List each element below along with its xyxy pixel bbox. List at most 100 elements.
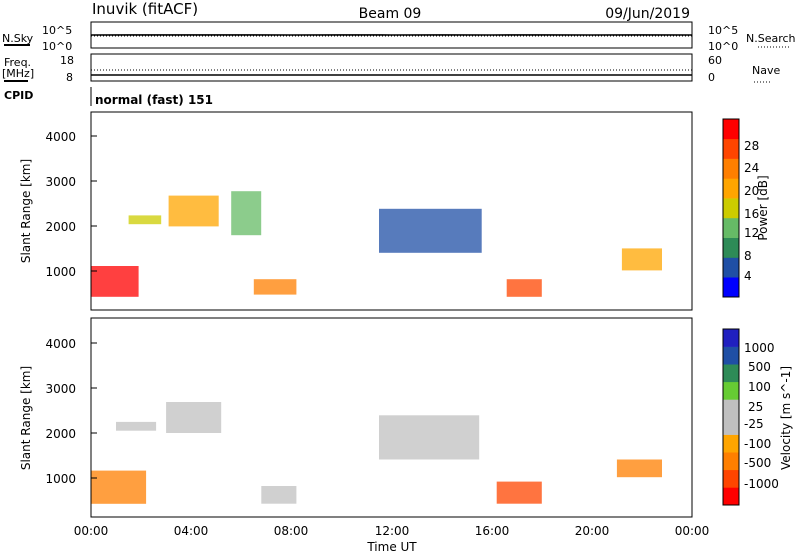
power-cbar-tick-12: 12 — [744, 226, 759, 240]
echo-cluster — [379, 208, 482, 253]
power-cbar-tick-28: 28 — [744, 139, 759, 153]
svg-text:12:00: 12:00 — [375, 524, 410, 538]
svg-text:1000: 1000 — [45, 265, 76, 279]
echo-cluster — [379, 415, 480, 460]
colorbar-swatch — [723, 237, 739, 258]
vel-cbar-tick-minus25: -25 — [744, 417, 764, 431]
echo-cluster — [91, 266, 139, 297]
velocity-cbar-label: Velocity [m s^-1] — [779, 366, 793, 470]
power-panel — [90, 111, 693, 311]
echo-cluster — [261, 486, 297, 504]
power-ytick-4000: 4000 — [45, 130, 97, 144]
vel-cbar-tick-100: 100 — [748, 380, 771, 394]
velocity-ytick-4000: 4000 — [45, 337, 97, 351]
svg-text:20:00: 20:00 — [575, 524, 610, 538]
power-cbar-label: Power [dB] — [756, 175, 770, 240]
echo-cluster — [496, 481, 542, 504]
colorbar-swatch — [723, 452, 739, 471]
svg-text:4000: 4000 — [45, 337, 76, 351]
vel-cbar-tick-minus1000: -1000 — [744, 477, 779, 491]
echo-cluster — [506, 279, 542, 297]
svg-text:4000: 4000 — [45, 130, 76, 144]
svg-text:1000: 1000 — [45, 472, 76, 486]
colorbar-swatch — [723, 198, 739, 219]
station-title: Inuvik (fitACF) — [92, 0, 198, 18]
power-ytick-3000: 3000 — [45, 175, 97, 189]
power-cbar-tick-16: 16 — [744, 207, 759, 221]
echo-cluster — [116, 421, 157, 431]
velocity-colorbar-frame — [722, 328, 740, 506]
beam-title: Beam 09 — [359, 6, 422, 22]
date-title: 09/Jun/2019 — [605, 6, 690, 22]
colorbar-swatch — [723, 277, 739, 298]
colorbar-swatch — [723, 178, 739, 199]
echo-cluster — [128, 215, 162, 225]
colorbar-swatch — [723, 381, 739, 400]
power-colorbar — [723, 119, 739, 298]
velocity-panel — [90, 317, 693, 518]
colorbar-swatch — [723, 329, 739, 347]
colorbar-swatch — [723, 158, 739, 179]
xtick-0800: 08:00 — [274, 524, 309, 538]
echo-cluster — [253, 279, 297, 295]
power-ytick-2000: 2000 — [45, 220, 97, 234]
echo-cluster — [621, 248, 662, 271]
vel-cbar-tick-25: 25 — [748, 400, 763, 414]
svg-text:00:00: 00:00 — [74, 524, 109, 538]
vel-cbar-tick-minus500: -500 — [744, 456, 771, 470]
colorbar-swatch — [723, 417, 739, 435]
svg-text:00:00: 00:00 — [675, 524, 710, 538]
velocity-ytick-2000: 2000 — [45, 427, 97, 441]
echo-cluster — [91, 470, 147, 504]
velocity-colorbar — [723, 329, 739, 506]
colorbar-swatch — [723, 119, 739, 140]
colorbar-swatch — [723, 399, 739, 418]
cpid-label: CPID — [4, 89, 33, 102]
freq-panel — [90, 53, 693, 82]
svg-text:2000: 2000 — [45, 427, 76, 441]
colorbar-swatch — [723, 487, 739, 506]
vel-cbar-tick-1000: 1000 — [744, 341, 775, 355]
power-cbar-tick-4: 4 — [744, 269, 752, 283]
colorbar-swatch — [723, 346, 739, 365]
colorbar-swatch — [723, 469, 739, 488]
xtick-1200: 12:00 — [375, 524, 410, 538]
vel-cbar-tick-500: 500 — [748, 360, 771, 374]
cpid-value: normal (fast) 151 — [95, 93, 213, 107]
echo-cluster — [231, 191, 262, 236]
velocity-ylabel: Slant Range [km] — [19, 366, 33, 470]
nave-tick-high: 60 — [708, 54, 722, 67]
xtick-0000: 00:00 — [74, 524, 109, 538]
power-colorbar-frame — [722, 118, 740, 298]
noise-tick-right-low: 10^0 — [708, 40, 738, 53]
velocity-heatmap — [91, 402, 662, 504]
vel-cbar-tick-minus100: -100 — [744, 437, 771, 451]
xtick-1600: 16:00 — [475, 524, 510, 538]
x-axis-label: Time UT — [366, 540, 417, 554]
power-ylabel: Slant Range [km] — [19, 159, 33, 263]
xtick-0000-end: 00:00 — [675, 524, 710, 538]
power-ytick-1000: 1000 — [45, 265, 97, 279]
freq-tick-high: 18 — [60, 54, 74, 67]
xtick-2000: 20:00 — [575, 524, 610, 538]
nsearch-label: N.Search — [746, 32, 796, 45]
colorbar-swatch — [723, 138, 739, 159]
colorbar-swatch — [723, 434, 739, 453]
svg-text:16:00: 16:00 — [475, 524, 510, 538]
colorbar-swatch — [723, 217, 739, 238]
velocity-ytick-1000: 1000 — [45, 472, 97, 486]
xtick-0400: 04:00 — [174, 524, 209, 538]
nave-tick-low: 0 — [708, 71, 715, 84]
power-cbar-tick-8: 8 — [744, 249, 752, 263]
noise-tick-left-low: 10^0 — [42, 40, 72, 53]
svg-text:3000: 3000 — [45, 175, 76, 189]
echo-cluster — [168, 195, 219, 227]
echo-cluster — [166, 402, 222, 433]
echo-cluster — [616, 459, 662, 478]
freq-tick-low: 8 — [66, 71, 73, 84]
power-cbar-tick-24: 24 — [744, 161, 759, 175]
power-heatmap — [91, 191, 662, 297]
svg-text:3000: 3000 — [45, 382, 76, 396]
svg-text:08:00: 08:00 — [274, 524, 309, 538]
